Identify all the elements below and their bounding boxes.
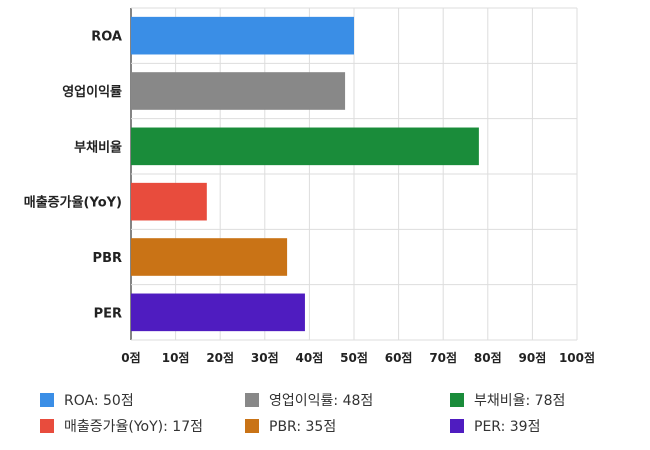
category-label: 부채비율 bbox=[74, 139, 122, 155]
legend-label: 부채비율: 78점 bbox=[474, 393, 566, 409]
legend-label: 영업이익률: 48점 bbox=[269, 393, 374, 409]
legend-item: ROA: 50점 bbox=[40, 390, 134, 410]
tick-label: 40점 bbox=[296, 350, 324, 365]
category-label: 영업이익률 bbox=[62, 84, 122, 100]
legend-item: 영업이익률: 48점 bbox=[245, 390, 373, 410]
bar bbox=[131, 16, 354, 55]
legend-label: PER: 39점 bbox=[474, 419, 541, 435]
bar bbox=[131, 293, 305, 332]
legend-swatch bbox=[450, 419, 464, 433]
tick-label: 50점 bbox=[340, 350, 368, 365]
x-tick-labels: 0점 10점 20점 30점 40점 50점 60점 70점 80점 90점 100점 bbox=[121, 350, 595, 365]
tick-label: 10점 bbox=[162, 350, 190, 365]
bar bbox=[131, 238, 288, 276]
tick-label: 60점 bbox=[385, 350, 413, 365]
legend-item: PER: 39점 bbox=[450, 416, 540, 436]
tick-label: 90점 bbox=[519, 350, 547, 365]
legend-swatch bbox=[40, 419, 54, 433]
grid-lines bbox=[130, 7, 578, 341]
legend-label: PBR: 35점 bbox=[269, 419, 337, 435]
tick-label: 30점 bbox=[251, 350, 279, 365]
legend-swatch bbox=[245, 419, 259, 433]
legend-item: PBR: 35점 bbox=[245, 416, 336, 436]
category-label: PER bbox=[94, 306, 122, 321]
legend-swatch bbox=[450, 393, 464, 407]
legend-swatch bbox=[245, 393, 259, 407]
tick-label: 20점 bbox=[206, 350, 234, 365]
legend-item: 매출증가율(YoY): 17점 bbox=[40, 416, 203, 436]
tick-label: 80점 bbox=[474, 350, 502, 365]
tick-label: 0점 bbox=[121, 350, 140, 365]
category-label: ROA bbox=[91, 30, 122, 45]
tick-label: 100점 bbox=[559, 350, 595, 365]
category-label: 매출증가율(YoY) bbox=[24, 195, 122, 211]
legend-label: ROA: 50점 bbox=[64, 393, 134, 409]
category-label: PBR bbox=[93, 251, 122, 266]
tick-label: 70점 bbox=[429, 350, 457, 365]
legend-item: 부채비율: 78점 bbox=[450, 390, 565, 410]
bars bbox=[131, 16, 479, 332]
bar bbox=[131, 127, 479, 166]
bar bbox=[131, 72, 346, 110]
legend-label: 매출증가율(YoY): 17점 bbox=[64, 419, 203, 435]
legend-swatch bbox=[40, 393, 54, 407]
bar bbox=[131, 182, 207, 221]
